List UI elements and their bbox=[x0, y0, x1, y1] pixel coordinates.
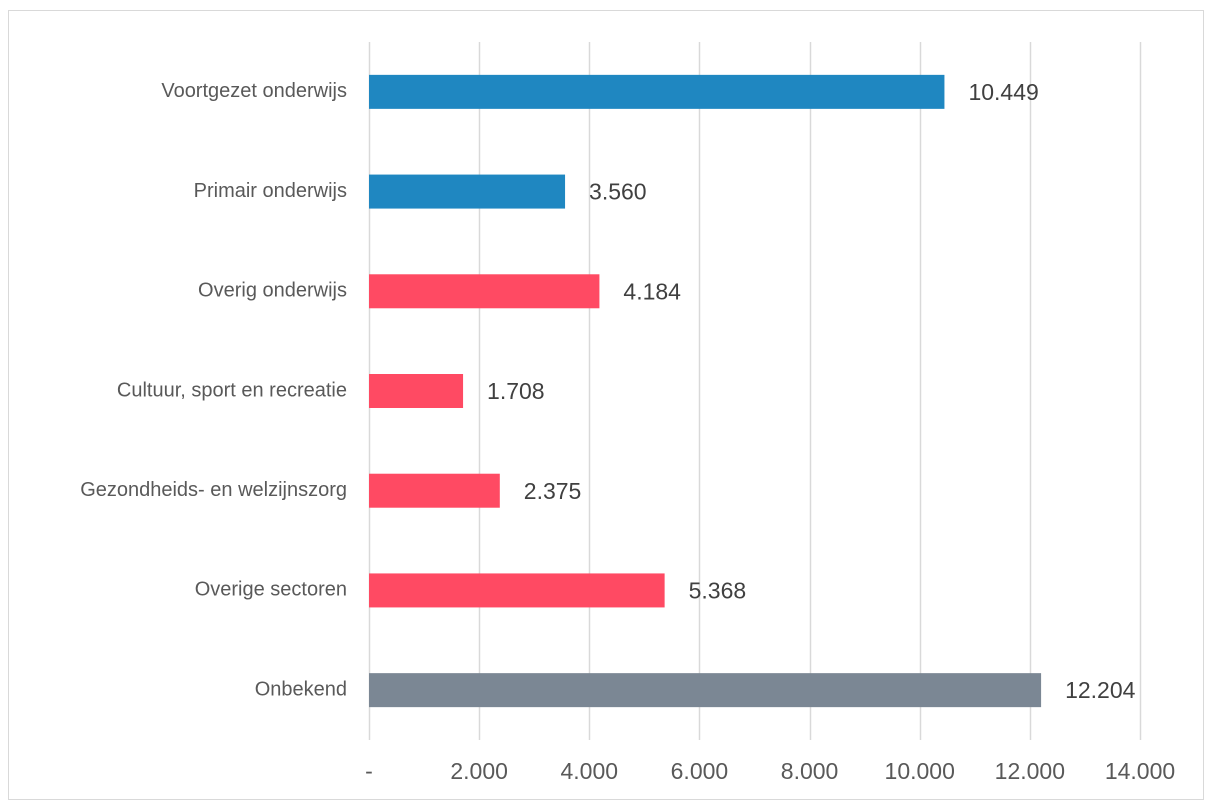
bar bbox=[369, 274, 600, 309]
data-label: 10.449 bbox=[968, 79, 1038, 105]
data-label: 3.560 bbox=[589, 179, 647, 205]
bar bbox=[369, 573, 665, 608]
chart-frame bbox=[8, 10, 1204, 800]
category-labels: Voortgezet onderwijs Primair onderwijs Ove… bbox=[80, 80, 347, 700]
x-axis-tick-labels: - 2.000 4.000 6.000 8.000 10.000 12.000 14.000 bbox=[365, 758, 1175, 784]
data-labels: 10.449 3.560 4.184 1.708 2.375 5.368 12.204 bbox=[487, 79, 1136, 703]
x-tick-label: - bbox=[365, 758, 373, 784]
x-tick-label: 8.000 bbox=[781, 758, 839, 784]
category-label: Overige sectoren bbox=[195, 579, 347, 601]
bar bbox=[369, 174, 566, 209]
category-label: Onbekend bbox=[255, 678, 347, 700]
data-label: 12.204 bbox=[1065, 677, 1136, 703]
data-label: 2.375 bbox=[524, 478, 582, 504]
bar bbox=[369, 673, 1042, 708]
x-tick-label: 10.000 bbox=[885, 758, 955, 784]
x-tick-label: 6.000 bbox=[671, 758, 729, 784]
x-tick-label: 2.000 bbox=[450, 758, 508, 784]
bar bbox=[369, 473, 500, 508]
category-label: Voortgezet onderwijs bbox=[161, 80, 347, 102]
data-label: 4.184 bbox=[623, 278, 681, 304]
data-label: 5.368 bbox=[689, 578, 747, 604]
x-tick-label: 12.000 bbox=[995, 758, 1065, 784]
data-label: 1.708 bbox=[487, 378, 545, 404]
gridlines bbox=[368, 42, 1142, 740]
category-label: Cultuur, sport en recreatie bbox=[117, 379, 347, 401]
x-tick-label: 4.000 bbox=[561, 758, 619, 784]
bar bbox=[369, 374, 464, 408]
bar bbox=[369, 74, 945, 109]
category-label: Primair onderwijs bbox=[194, 180, 347, 202]
bars bbox=[369, 74, 1042, 708]
category-label: Overig onderwijs bbox=[198, 280, 347, 302]
x-tick-label: 14.000 bbox=[1105, 758, 1175, 784]
category-label: Gezondheids- en welzijnszorg bbox=[80, 479, 347, 501]
